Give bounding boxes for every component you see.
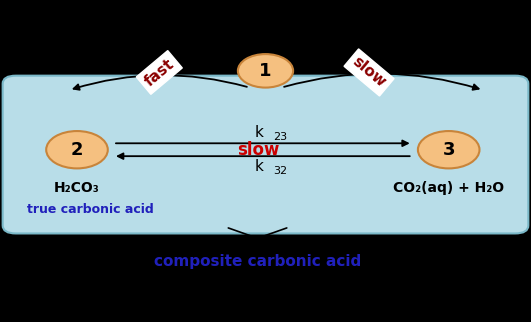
Text: fast: fast	[142, 56, 177, 89]
Text: k: k	[254, 159, 263, 174]
Text: 1: 1	[259, 62, 272, 80]
Circle shape	[46, 131, 108, 168]
Text: CO₂(aq) + H₂O: CO₂(aq) + H₂O	[393, 181, 504, 195]
Text: true carbonic acid: true carbonic acid	[27, 203, 153, 216]
Text: k: k	[254, 125, 263, 140]
Text: slow: slow	[349, 54, 389, 90]
Text: 3: 3	[442, 141, 455, 159]
Circle shape	[238, 54, 293, 88]
Text: slow: slow	[237, 141, 280, 159]
Text: 2: 2	[71, 141, 83, 159]
Text: 23: 23	[273, 131, 288, 142]
Text: composite carbonic acid: composite carbonic acid	[154, 254, 361, 270]
Text: H₂CO₃: H₂CO₃	[54, 181, 100, 195]
Circle shape	[418, 131, 479, 168]
Text: 32: 32	[273, 166, 288, 176]
FancyBboxPatch shape	[3, 76, 528, 233]
